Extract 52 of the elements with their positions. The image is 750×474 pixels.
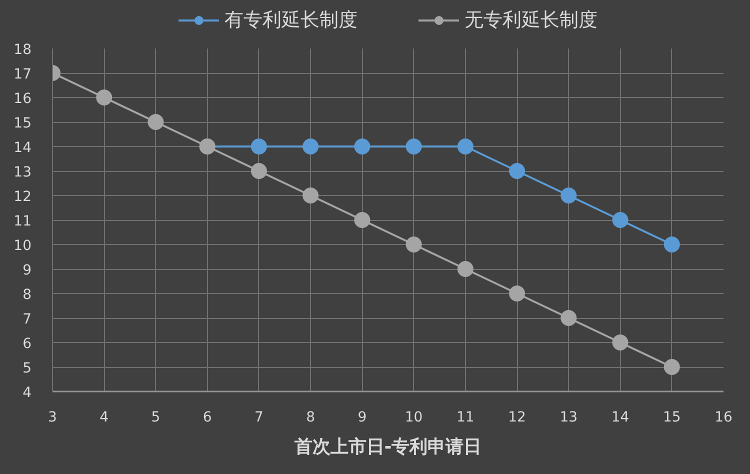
y-tick-label: 13 [14,164,32,180]
legend-label: 无专利延长制度 [464,8,598,33]
y-tick-label: 9 [22,262,32,278]
x-tick-label: 4 [100,410,109,426]
point [302,138,319,154]
y-tick-label: 4 [22,385,32,401]
x-tick-label: 14 [611,410,630,426]
x-tick-label: 10 [404,410,423,426]
point [509,163,526,179]
point [560,310,577,326]
y-tick-label: 10 [14,238,32,254]
x-tick-label: 3 [48,410,57,426]
point [302,188,319,204]
y-tick-label: 5 [22,360,32,376]
point [612,334,628,350]
point [354,138,370,154]
x-tick-label: 15 [662,410,681,426]
y-tick-label: 7 [22,312,32,328]
y-tick-label: 8 [22,287,32,303]
y-tick-label: 11 [14,214,32,230]
y-tick-label: 17 [14,66,32,82]
y-tick-label: 15 [14,116,32,132]
x-tick-label: 6 [202,410,212,426]
legend-label: 有专利延长制度 [224,8,358,33]
point [148,114,164,130]
y-tick-label: 18 [14,42,32,58]
point [457,261,474,277]
point [406,138,422,154]
y-tick-label: 6 [22,336,32,352]
point [509,286,526,302]
point [664,236,680,252]
x-tick-label: 12 [508,410,526,426]
x-tick-label: 7 [254,410,264,426]
y-tick-label: 14 [14,140,32,156]
point [612,212,628,228]
point [560,188,577,204]
point [664,359,680,375]
x-tick-label: 11 [456,410,474,426]
point [406,236,422,252]
x-tick-label: 9 [358,410,367,426]
point [354,212,370,228]
x-tick-label: 13 [560,410,578,426]
point [96,90,112,106]
x-tick-label: 5 [151,410,160,426]
point [250,163,267,179]
x-tick-label: 16 [714,410,732,426]
x-tick-label: 8 [306,410,316,426]
x-axis-title: 首次上市日-专利申请日 [293,436,482,458]
point [250,138,267,154]
y-tick-label: 12 [14,189,32,205]
y-tick-label: 16 [14,91,32,107]
point [457,138,474,154]
